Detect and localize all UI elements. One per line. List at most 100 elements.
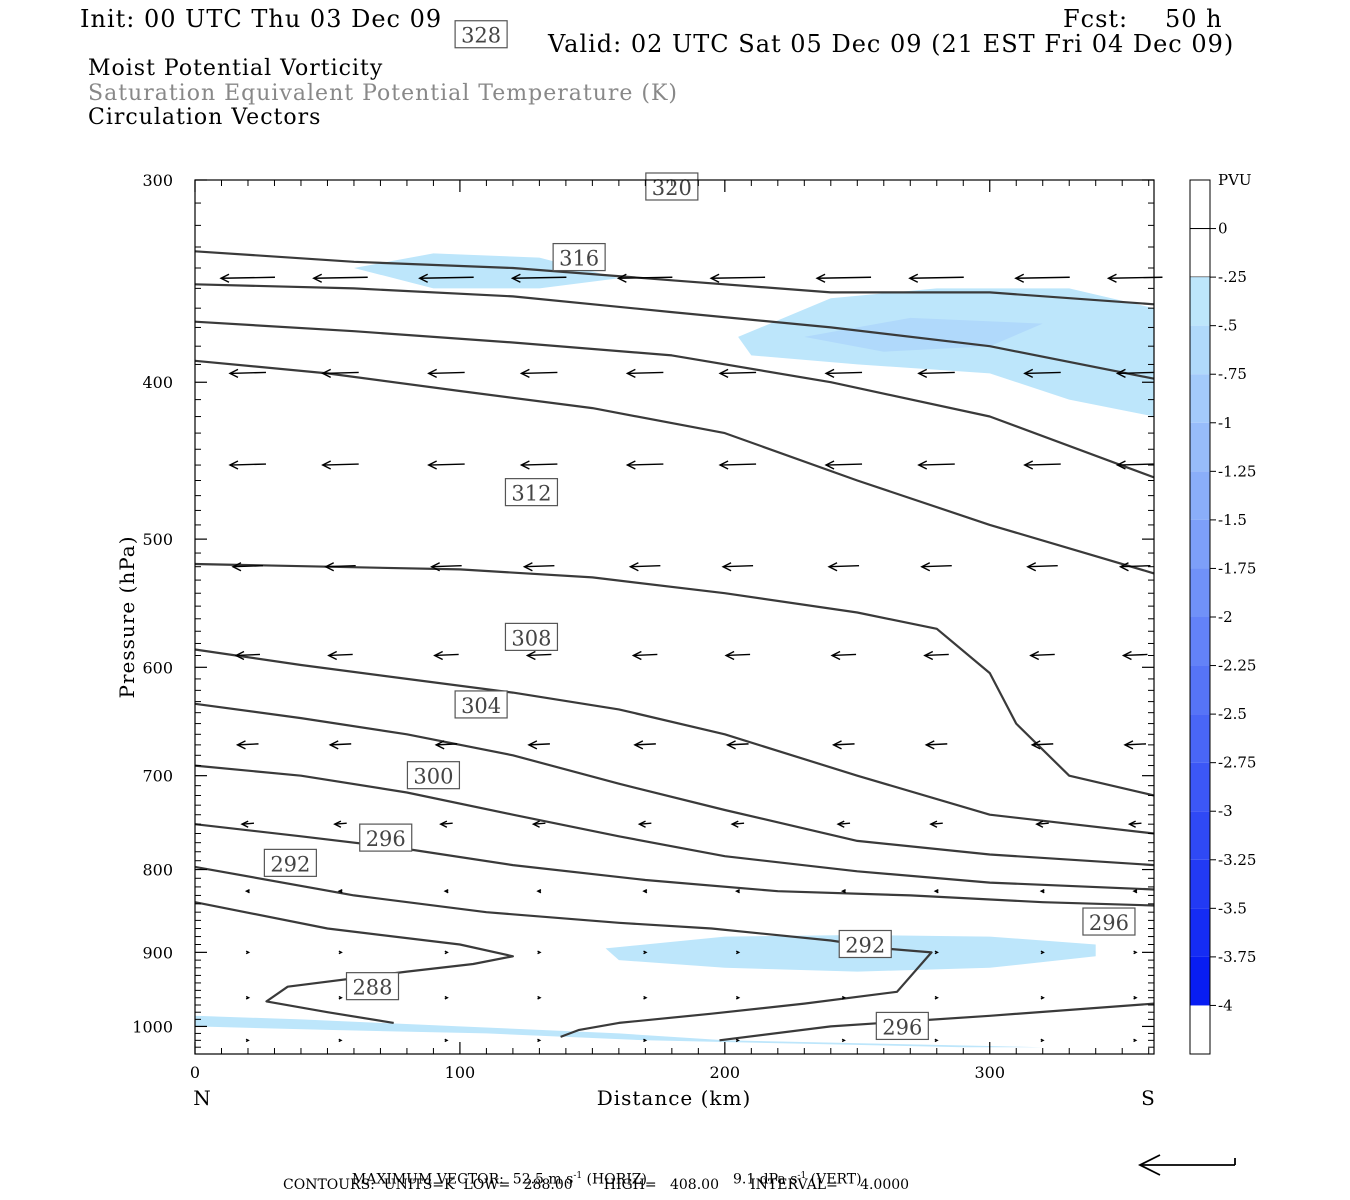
- vector-shaft: [533, 822, 546, 825]
- vector-arrow: [718, 368, 757, 379]
- exp-2: -1: [797, 1171, 807, 1181]
- vector-arrow: [1023, 460, 1061, 470]
- vector-arrow: [836, 820, 851, 828]
- vector-arrow: [1127, 820, 1142, 828]
- y-tick-label: 900: [142, 943, 173, 962]
- pv-colorbar: 0 -.25 -.5 -.75 -1 -1.25 -1.5 -1.75 -2 -2.25 -2.5 -…: [1189, 179, 1256, 1055]
- vector-shaft: [639, 822, 652, 825]
- vector-arrow: [235, 740, 259, 750]
- vector-head: [831, 740, 842, 750]
- contour-label-box: [454, 690, 508, 719]
- contour-label-312: 312: [504, 478, 559, 507]
- vector-head: [510, 273, 521, 283]
- vector-head: [934, 1038, 939, 1043]
- colorbar-label: -3.5: [1218, 899, 1247, 917]
- colorbar-label: -3.75: [1218, 948, 1256, 966]
- vector-shaft: [926, 743, 948, 746]
- vector-shaft: [428, 371, 465, 375]
- contour-label-296: 296: [1082, 907, 1136, 936]
- contour-328-13: [194, 283, 1155, 380]
- vector-arrow: [724, 650, 751, 661]
- vector-head: [439, 820, 448, 828]
- x-axis-title: Distance (km): [597, 1086, 752, 1110]
- init-time: Init: 00 UTC Thu 03 Dec 09: [80, 5, 443, 33]
- contour-label-328: 328: [454, 20, 508, 49]
- colorbar-label: -1: [1218, 414, 1233, 432]
- vector-head: [637, 820, 646, 828]
- vector-arrow: [443, 889, 449, 894]
- contour-label-text: 308: [511, 626, 551, 650]
- theta-es-contours: [194, 250, 1155, 1042]
- vector-arrow: [934, 995, 939, 1000]
- vector-arrow: [827, 562, 860, 572]
- vector-shaft: [826, 463, 863, 466]
- vector-shaft: [918, 371, 955, 375]
- vector-head: [444, 950, 449, 955]
- vector-head: [917, 460, 928, 470]
- vector-arrow: [1121, 650, 1148, 661]
- contour-label-288: 288: [345, 972, 400, 1001]
- vector-head: [643, 1038, 648, 1043]
- colorbar-top-cell: [1189, 179, 1211, 230]
- vector-head: [525, 650, 536, 661]
- vector-arrow: [726, 740, 749, 750]
- vector-arrow: [643, 995, 648, 1000]
- valid-time: Valid: 02 UTC Sat 05 Dec 09 (21 EST Fri …: [548, 30, 1235, 58]
- vector-arrow: [735, 995, 741, 1000]
- vector-head: [1030, 740, 1041, 750]
- vector-arrow: [735, 950, 741, 955]
- vector-arrow: [923, 650, 949, 661]
- vector-head: [430, 562, 440, 572]
- vector-shaft: [1120, 564, 1151, 568]
- vector-arrow: [1029, 650, 1055, 661]
- contour-316-11: [194, 359, 1155, 575]
- x-axis-left-end: N: [193, 1086, 211, 1110]
- vector-head: [827, 562, 838, 572]
- vector-head: [338, 950, 343, 955]
- vector-arrow: [527, 740, 550, 750]
- vector-shaft: [1123, 653, 1148, 657]
- vector-arrow: [628, 562, 661, 572]
- vector-shaft: [428, 463, 465, 466]
- vector-head: [735, 995, 741, 1000]
- vector-head: [1029, 650, 1040, 661]
- vector-shaft: [440, 822, 453, 825]
- vector-arrow: [735, 1038, 740, 1043]
- vector-shaft: [918, 463, 955, 466]
- vector-head: [333, 820, 342, 828]
- vector-arrow: [824, 460, 863, 470]
- vector-arrow: [536, 889, 542, 894]
- colorbar-label: -3: [1218, 802, 1233, 820]
- vector-head: [934, 995, 939, 1000]
- contour-label-box: [645, 172, 699, 201]
- vector-shaft: [325, 564, 356, 568]
- contour-label-text: 316: [559, 247, 599, 271]
- vector-head: [231, 562, 242, 572]
- forecast-hours: 50 h: [1165, 5, 1223, 33]
- vector-shaft: [313, 276, 368, 279]
- colorbar-cell-11: [1190, 762, 1210, 812]
- vector-head: [328, 740, 339, 750]
- contour-label-box: [504, 478, 559, 507]
- vector-arrow: [924, 740, 948, 750]
- colorbar-label: -2.25: [1218, 657, 1256, 675]
- vector-head: [726, 740, 736, 750]
- vector-head: [830, 650, 841, 661]
- vector-head: [519, 368, 530, 379]
- vector-head: [1132, 889, 1138, 894]
- contour-label-text: 292: [270, 852, 310, 876]
- legend-unit: PVU: [1218, 171, 1252, 189]
- vector-arrow: [929, 820, 943, 828]
- vector-arrow: [537, 1038, 542, 1043]
- vector-arrow: [519, 460, 558, 470]
- vector-shaft: [921, 564, 952, 568]
- vector-shaft: [527, 653, 552, 657]
- vector-shaft: [627, 463, 664, 466]
- vector-head: [321, 368, 332, 379]
- vector-head: [244, 889, 250, 894]
- vector-shaft: [521, 463, 558, 466]
- vector-head: [434, 740, 445, 750]
- vector-arrow: [519, 368, 558, 379]
- contour-label-292: 292: [263, 848, 317, 877]
- contour-label-box: [838, 929, 892, 959]
